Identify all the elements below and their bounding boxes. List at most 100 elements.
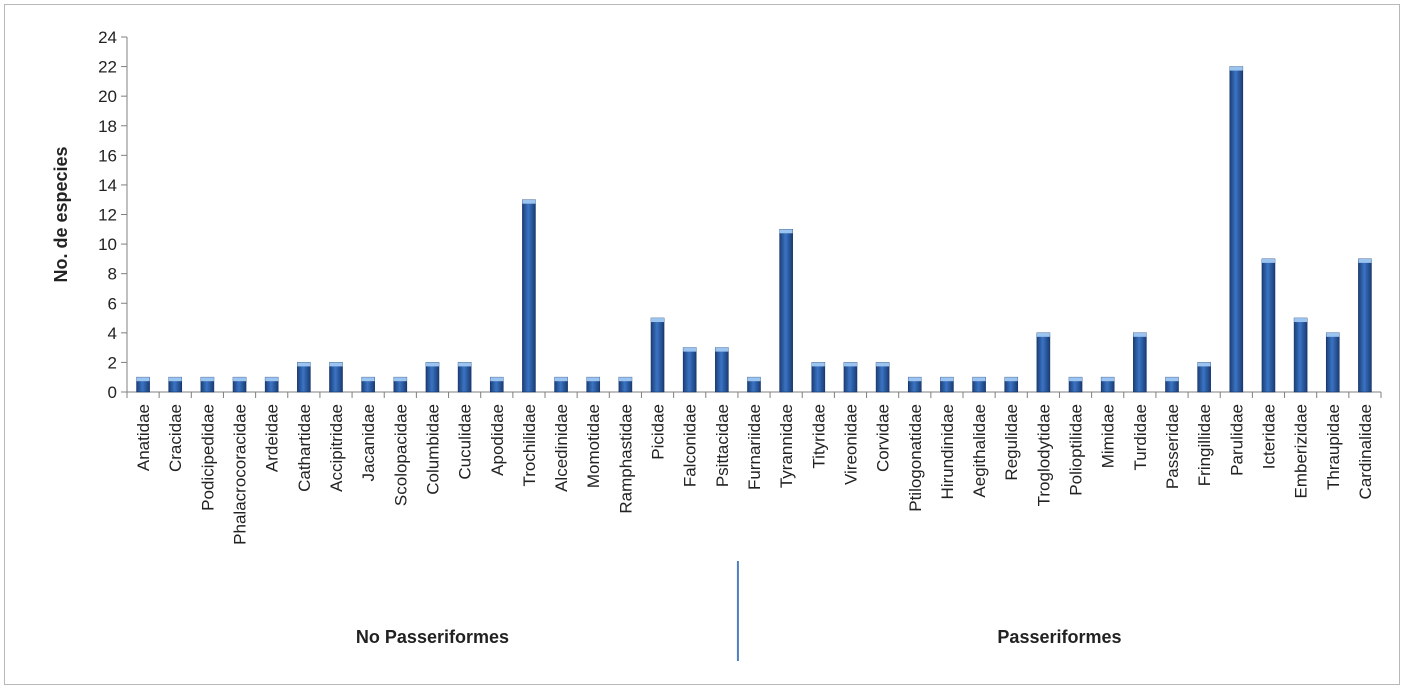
category-label: Parulidae [1227, 404, 1246, 476]
bar-cap [425, 362, 439, 367]
bar-tityridae [811, 362, 826, 393]
bar-cap [168, 377, 182, 382]
bar-cap [393, 377, 407, 382]
bar-cap [1326, 332, 1340, 337]
category-label: Tityridae [809, 404, 828, 469]
y-tick-label: 18 [98, 117, 117, 136]
category-label: Emberizidae [1292, 404, 1311, 499]
bar-cap [1036, 332, 1050, 337]
bar-picidae [650, 317, 665, 393]
category-label: Passeridae [1163, 404, 1182, 489]
y-tick-label: 4 [108, 324, 117, 343]
bar-cap [458, 362, 472, 367]
y-tick-label: 8 [108, 265, 117, 284]
bar-cap [329, 362, 343, 367]
y-tick-label: 2 [108, 353, 117, 372]
category-label: Turdidae [1131, 404, 1150, 470]
category-label: Podicipedidae [198, 404, 217, 511]
category-label: Ardeidae [263, 404, 282, 472]
category-label: Icteridae [1259, 404, 1278, 469]
category-label: Columbidae [423, 404, 442, 495]
bar-cap [554, 377, 568, 382]
y-tick-label: 22 [98, 58, 117, 77]
bar-cap [811, 362, 825, 367]
bar-thraupidae [1325, 332, 1340, 393]
bar-cap [1069, 377, 1083, 382]
bar-cap [297, 362, 311, 367]
y-tick-label: 6 [108, 294, 117, 313]
category-label: Alcedinidae [552, 404, 571, 492]
category-label: Cuculidae [456, 404, 475, 480]
bar-turdidae [1133, 332, 1147, 393]
bar-corvidae [875, 362, 890, 393]
category-label: Furnariidae [745, 404, 764, 490]
bar-cap [1229, 66, 1243, 71]
y-tick-label: 20 [98, 87, 117, 106]
bars [136, 66, 1372, 393]
group-labels: No Passeriformes Passeriformes [356, 561, 1122, 661]
category-label: Ptilogonatidae [906, 404, 925, 512]
bar-cuculidae [457, 362, 472, 393]
category-label: Thraupidae [1324, 404, 1343, 490]
bar-vireonidae [843, 362, 858, 393]
bar-cap [1165, 377, 1179, 382]
bar-emberizidae [1293, 317, 1308, 393]
bar-cardinalidae [1358, 258, 1372, 393]
bar-cap [1261, 258, 1275, 263]
category-label: Tyrannidae [777, 404, 796, 488]
bar-cap [843, 362, 857, 367]
bar-cap [522, 199, 536, 204]
category-label: Scolopacidae [391, 404, 410, 506]
bar-trochilidae [522, 199, 536, 393]
bar-accipitridae [329, 362, 343, 393]
category-labels: Anatidae Cracidae Podicipedidae Phalacrocor… [134, 404, 1375, 545]
category-label: Ramphastidae [616, 404, 635, 514]
chart-frame: 0 2 4 6 8 10 12 14 16 18 20 22 24 Anatidae Cracidae Po… [4, 4, 1400, 685]
category-label: Psittacidae [713, 404, 732, 487]
y-axis-title: No. de especies [51, 146, 71, 282]
category-label: Fringillidae [1195, 404, 1214, 486]
category-label: Vireonidae [841, 404, 860, 485]
category-label: Corvidae [874, 404, 893, 472]
category-label: Hirundinidae [938, 404, 957, 499]
bar-cap [1133, 332, 1147, 337]
bar-cap [1358, 258, 1372, 263]
category-label: Jacanidae [359, 404, 378, 482]
y-tick-label: 16 [98, 146, 117, 165]
category-label: Picidae [649, 404, 668, 460]
bar-cap [683, 347, 697, 352]
bar-cap [1004, 377, 1018, 382]
category-label: Trochilidae [520, 404, 539, 487]
bar-parulidae [1229, 66, 1244, 393]
category-label: Falconidae [681, 404, 700, 487]
bar-cap [361, 377, 375, 382]
bar-cap [586, 377, 600, 382]
y-tick-label: 24 [98, 28, 117, 47]
bar-cap [940, 377, 954, 382]
y-tick-label: 12 [98, 206, 117, 225]
bar-cap [490, 377, 504, 382]
bar-psittacidae [715, 347, 729, 393]
bar-cap [618, 377, 632, 382]
category-label: Cathartidae [295, 404, 314, 492]
category-label: Regulidae [1002, 404, 1021, 481]
bar-columbidae [425, 362, 440, 393]
bar-cap [651, 318, 665, 323]
bar-cap [779, 229, 793, 234]
bar-cap [136, 377, 150, 382]
group-label: Passeriformes [997, 627, 1121, 647]
bar-cap [715, 347, 729, 352]
group-label: No Passeriformes [356, 627, 509, 647]
bar-cap [1197, 362, 1211, 367]
bar-cap [1294, 318, 1308, 323]
category-label: Aegithalidae [970, 404, 989, 498]
bar-icteridae [1261, 258, 1276, 393]
category-label: Apodidae [488, 404, 507, 476]
category-label: Anatidae [134, 404, 153, 471]
bar-cap [265, 377, 279, 382]
bar-cap [1101, 377, 1115, 382]
bar-troglodytidae [1036, 332, 1051, 393]
y-tick-label: 10 [98, 235, 117, 254]
